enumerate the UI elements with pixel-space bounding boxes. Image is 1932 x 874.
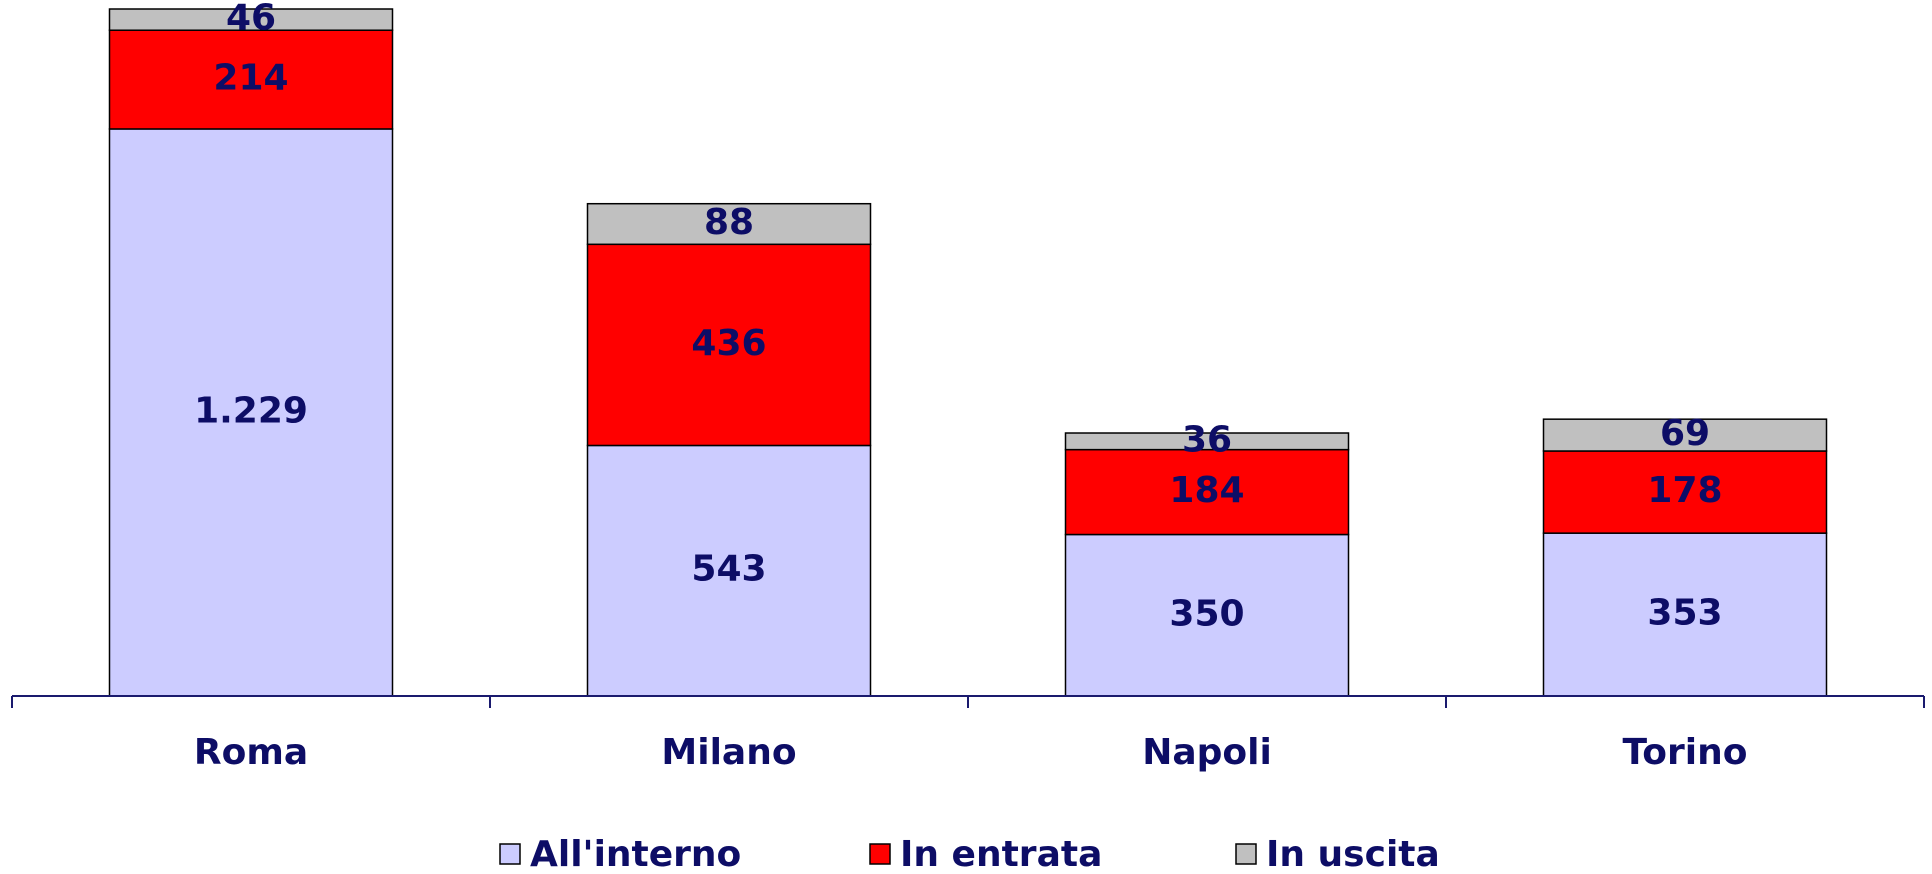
x-tick-label: Roma xyxy=(194,732,308,773)
data-label: 353 xyxy=(1647,593,1722,634)
bar-segment xyxy=(1064,448,1350,536)
bar-segment xyxy=(1542,418,1828,452)
x-tick-label: Torino xyxy=(1623,732,1748,773)
x-tick-label: Napoli xyxy=(1142,732,1272,773)
data-label: 1.229 xyxy=(194,390,308,431)
x-tick-label: Milano xyxy=(661,732,796,773)
legend-swatch xyxy=(869,843,891,865)
data-label: 184 xyxy=(1169,470,1244,511)
bar-segment xyxy=(586,444,872,697)
data-label: 543 xyxy=(691,549,766,590)
legend-swatch xyxy=(499,843,521,865)
bar-segment xyxy=(108,128,394,697)
legend-label: In entrata xyxy=(900,834,1102,874)
data-label: 46 xyxy=(226,0,276,39)
data-label: 69 xyxy=(1660,413,1710,454)
bar-segment xyxy=(586,243,872,447)
data-label: 36 xyxy=(1182,419,1232,460)
data-label: 214 xyxy=(213,58,288,99)
legend-label: All'interno xyxy=(530,834,741,874)
bar-segment xyxy=(108,8,394,31)
bar-segment xyxy=(1542,532,1828,697)
data-label: 88 xyxy=(704,202,754,243)
bar-segment xyxy=(1064,432,1350,451)
bar-segment xyxy=(1542,450,1828,534)
data-label: 436 xyxy=(691,323,766,364)
bar-segment xyxy=(586,202,872,246)
legend-swatch xyxy=(1235,843,1257,865)
data-label: 178 xyxy=(1647,470,1722,511)
data-label: 350 xyxy=(1169,593,1244,634)
bar-segment xyxy=(108,29,394,130)
legend-label: In uscita xyxy=(1266,834,1440,874)
